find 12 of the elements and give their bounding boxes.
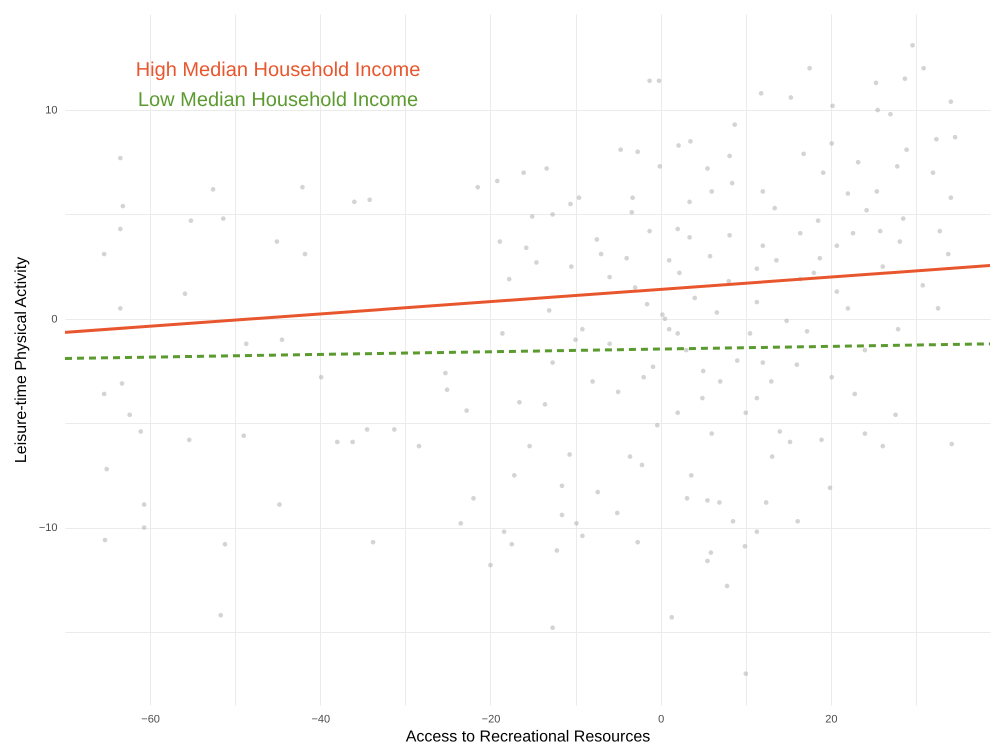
- text: High Median Household Income: [136, 59, 420, 81]
- y-axis-title: Leisure-time Physical Activity: [12, 256, 30, 464]
- x-tick-label: 0: [658, 714, 664, 726]
- x-tick-label: −60: [141, 714, 160, 726]
- x-axis-title: Access to Recreational Resources: [406, 728, 650, 746]
- y-tick-label: 10: [45, 104, 58, 117]
- x-tick-label: −40: [311, 714, 330, 726]
- y-tick-label: 0: [51, 313, 58, 326]
- y-tick-label: −10: [38, 522, 58, 534]
- x-tick-label: 20: [825, 714, 838, 726]
- text: Low Median Household Income: [138, 89, 418, 111]
- x-tick-label: −20: [482, 714, 500, 726]
